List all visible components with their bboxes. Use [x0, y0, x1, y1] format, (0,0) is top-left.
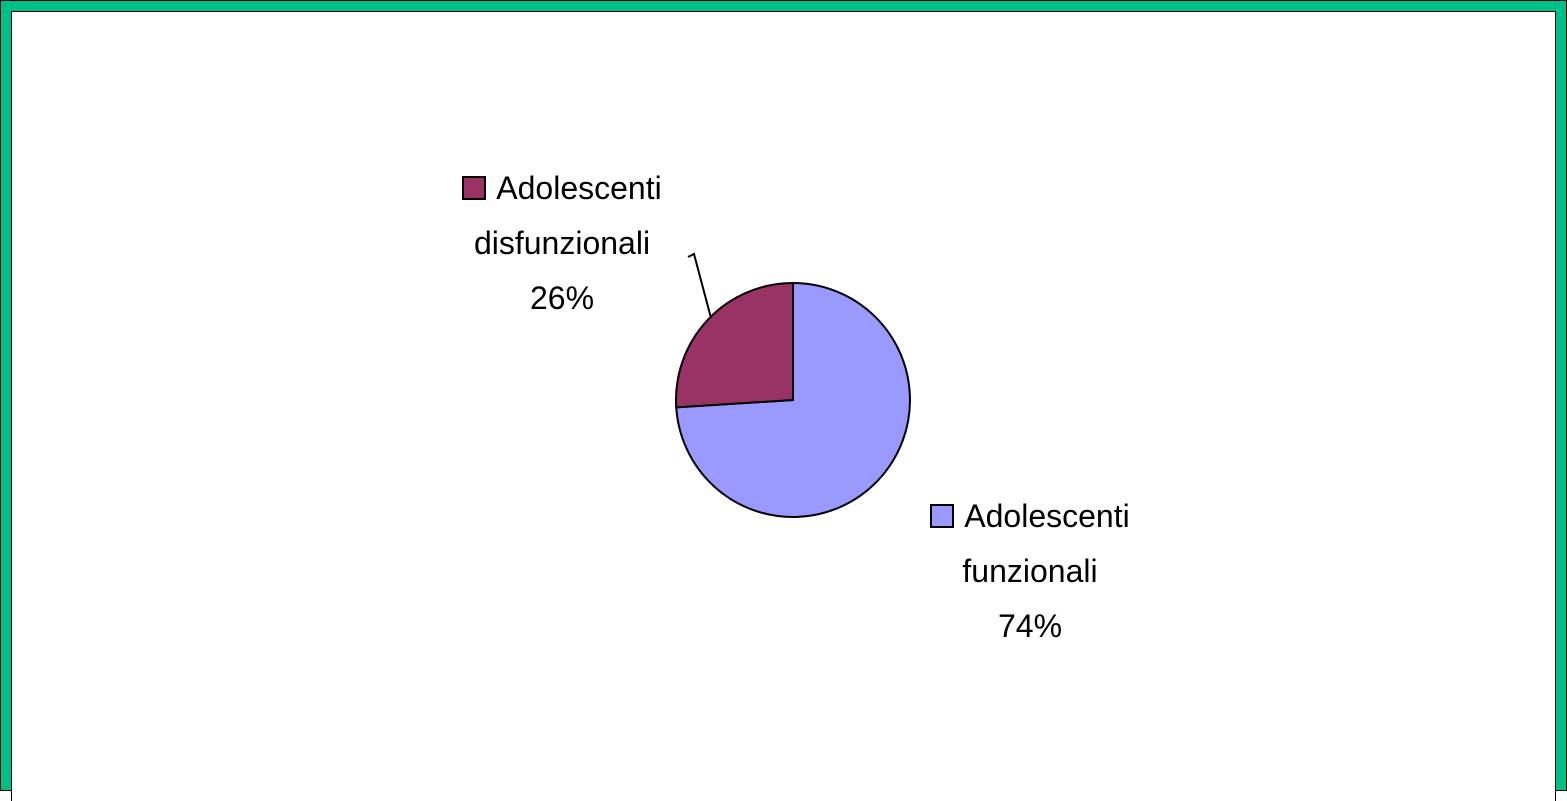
data-label: Adolescenti disfunzionali 26% [412, 161, 712, 326]
leader-line [687, 252, 712, 319]
category-label: Adolescenti disfunzionali [473, 170, 662, 261]
category-label: Adolescenti funzionali [962, 498, 1130, 589]
legend-key [930, 504, 955, 528]
data-label: Adolescenti funzionali 74% [880, 489, 1180, 654]
pie-slice [675, 281, 794, 409]
value-label: 26% [529, 280, 595, 316]
legend-key [462, 176, 487, 200]
value-label: 74% [997, 608, 1063, 644]
